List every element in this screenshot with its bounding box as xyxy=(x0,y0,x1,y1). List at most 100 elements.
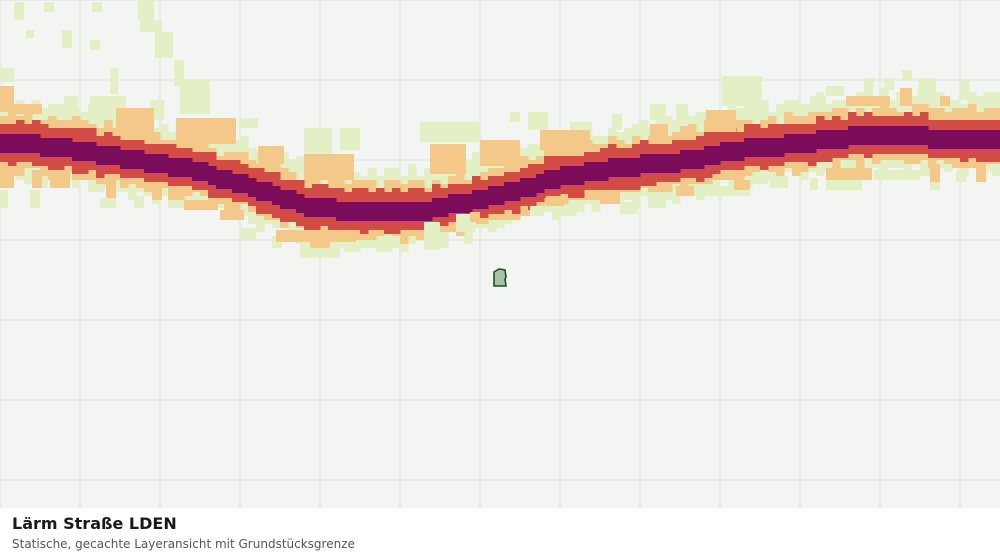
noise-speckle-low xyxy=(240,228,256,240)
noise-speckle-medium xyxy=(430,144,466,174)
noise-speckle-medium xyxy=(184,200,218,210)
noise-speckle-low xyxy=(304,128,332,158)
noise-cell-very-high xyxy=(328,198,337,217)
noise-cell-very-high xyxy=(872,126,881,145)
map-background xyxy=(0,0,1000,508)
noise-speckle-medium xyxy=(32,170,42,188)
noise-cell-very-high xyxy=(200,162,209,181)
noise-cell-very-high xyxy=(336,202,345,221)
noise-speckle-low xyxy=(44,2,54,12)
noise-cell-very-high xyxy=(696,150,705,169)
noise-cell-very-high xyxy=(976,130,985,149)
noise-cell-very-high xyxy=(440,198,449,217)
noise-cell-very-high xyxy=(376,202,385,221)
noise-speckle-low xyxy=(174,60,184,86)
noise-cell-very-high xyxy=(256,182,265,201)
noise-cell-very-high xyxy=(576,166,585,185)
noise-map-canvas xyxy=(0,0,1000,508)
noise-cell-very-high xyxy=(792,134,801,153)
noise-cell-very-high xyxy=(800,134,809,153)
noise-speckle-medium xyxy=(930,164,940,182)
noise-cell-very-high xyxy=(496,186,505,205)
noise-cell-very-high xyxy=(504,182,513,201)
noise-cell-very-high xyxy=(248,178,257,197)
noise-cell-very-high xyxy=(264,182,273,201)
noise-cell-very-high xyxy=(672,154,681,173)
noise-speckle-low xyxy=(62,30,72,48)
noise-speckle-low xyxy=(960,80,970,100)
noise-cell-very-high xyxy=(128,150,137,169)
noise-speckle-low xyxy=(180,80,210,114)
noise-speckle-medium xyxy=(540,130,590,150)
map-view[interactable] xyxy=(0,0,1000,508)
noise-speckle-low xyxy=(420,122,480,142)
noise-cell-very-high xyxy=(272,186,281,205)
noise-speckle-low xyxy=(612,114,622,130)
noise-cell-very-high xyxy=(192,162,201,181)
noise-cell-very-high xyxy=(720,142,729,161)
noise-cell-very-high xyxy=(408,202,417,221)
noise-cell-very-high xyxy=(968,130,977,149)
noise-cell-very-high xyxy=(136,150,145,169)
noise-speckle-low xyxy=(100,198,116,208)
noise-speckle-low xyxy=(330,240,378,248)
noise-cell-very-high xyxy=(392,202,401,221)
noise-speckle-low xyxy=(918,78,936,104)
noise-cell-very-high xyxy=(936,130,945,149)
noise-cell-very-high xyxy=(544,170,553,189)
noise-speckle-low xyxy=(134,196,144,208)
noise-speckle-medium xyxy=(176,118,236,144)
noise-speckle-low xyxy=(874,170,920,180)
noise-speckle-low xyxy=(240,118,258,128)
noise-cell-very-high xyxy=(112,146,121,165)
noise-speckle-medium xyxy=(470,212,480,222)
noise-speckle-low xyxy=(930,176,940,190)
noise-cell-very-high xyxy=(384,202,393,221)
noise-cell-very-high xyxy=(840,130,849,149)
parcel-boundary[interactable] xyxy=(493,268,507,287)
noise-speckle-low xyxy=(138,0,154,20)
noise-cell-very-high xyxy=(680,150,689,169)
noise-speckle-low xyxy=(884,78,894,90)
noise-cell-very-high xyxy=(464,194,473,213)
noise-cell-very-high xyxy=(424,202,433,221)
noise-speckle-low xyxy=(92,2,102,12)
road-noise-layer xyxy=(0,88,1000,252)
noise-cell-very-high xyxy=(624,158,633,177)
noise-speckle-low xyxy=(0,190,8,208)
noise-cell-very-high xyxy=(472,190,481,209)
noise-speckle-low xyxy=(650,104,666,120)
noise-cell-very-high xyxy=(776,138,785,157)
noise-cell-very-high xyxy=(584,162,593,181)
noise-speckle-low xyxy=(340,128,360,150)
noise-cell-very-high xyxy=(368,202,377,221)
noise-speckle-low xyxy=(110,68,118,94)
noise-speckles xyxy=(0,0,1000,258)
noise-cell-very-high xyxy=(24,134,33,153)
noise-speckle-medium xyxy=(976,164,986,182)
noise-speckle-medium xyxy=(600,190,620,204)
noise-cell-very-high xyxy=(920,126,929,145)
noise-cell-very-high xyxy=(560,166,569,185)
noise-cell-very-high xyxy=(360,202,369,221)
noise-cell-very-high xyxy=(232,174,241,193)
noise-cell-very-high xyxy=(72,142,81,161)
noise-cell-very-high xyxy=(640,154,649,173)
noise-speckle-low xyxy=(528,112,548,130)
noise-speckle-low xyxy=(722,76,762,106)
noise-cell-very-high xyxy=(280,190,289,209)
noise-speckle-medium xyxy=(106,180,116,198)
noise-speckle-low xyxy=(810,178,818,190)
noise-cell-very-high xyxy=(616,158,625,177)
noise-cell-very-high xyxy=(448,194,457,213)
noise-speckle-medium xyxy=(846,96,890,106)
noise-speckle-low xyxy=(648,198,666,208)
noise-cell-very-high xyxy=(712,146,721,165)
noise-speckle-low xyxy=(30,190,40,208)
noise-cell-very-high xyxy=(0,134,9,153)
noise-cell-very-high xyxy=(832,130,841,149)
noise-speckle-low xyxy=(0,68,14,82)
noise-speckle-medium xyxy=(14,104,42,114)
noise-cell-very-high xyxy=(224,170,233,189)
layer-caption: Lärm Straße LDEN Statische, gecachte Lay… xyxy=(0,508,1000,560)
